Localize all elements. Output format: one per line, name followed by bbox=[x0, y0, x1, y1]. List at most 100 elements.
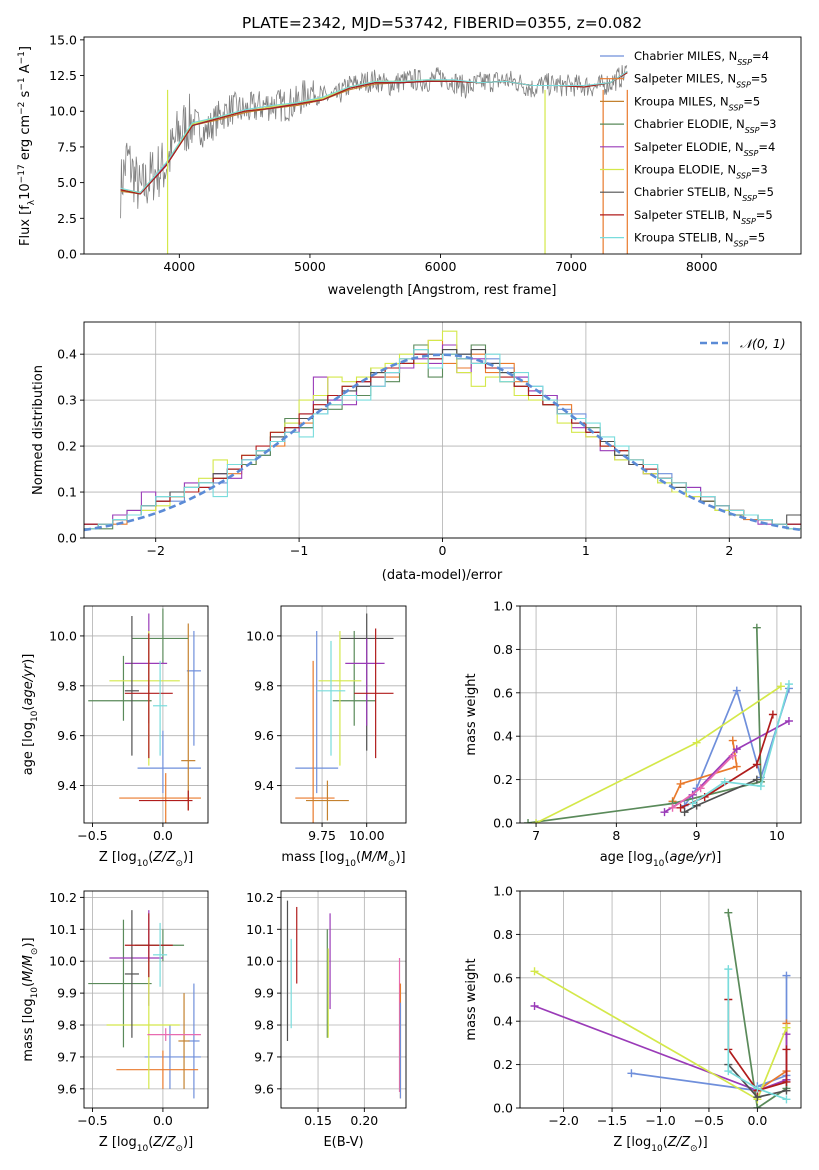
weight-marker bbox=[532, 819, 541, 823]
label-part: Z/Z bbox=[152, 850, 176, 865]
weight-marker bbox=[784, 717, 793, 726]
legend-subscript: SSP bbox=[736, 171, 751, 180]
x-axis-label: (data-model)/error bbox=[382, 568, 503, 583]
weight-marker bbox=[732, 745, 741, 754]
weight-marker bbox=[720, 777, 729, 786]
y-tick-label: 0.2 bbox=[493, 772, 513, 787]
label-part: ⊙ bbox=[690, 1144, 698, 1154]
legend-text: Salpeter STELIB, N bbox=[634, 208, 741, 222]
label-part: −2 bbox=[17, 102, 27, 115]
weight-marker bbox=[692, 801, 701, 810]
label-part: ( bbox=[148, 850, 153, 865]
y-tick-label: 0.0 bbox=[493, 1101, 513, 1116]
legend-subscript: SSP bbox=[742, 194, 757, 203]
y-tick-label: 15.0 bbox=[49, 32, 77, 47]
label-part: Flux [f bbox=[18, 205, 33, 246]
weight-series-4 bbox=[535, 685, 782, 823]
weight-marker bbox=[660, 808, 669, 817]
y-tick-label: 10.0 bbox=[49, 104, 77, 119]
y-tick-label: 0.0 bbox=[493, 816, 513, 831]
legend-text: =3 bbox=[760, 117, 777, 131]
x-axis-label: Z [log10(Z/Z⊙)] bbox=[613, 1135, 707, 1154]
y-tick-label: 9.8 bbox=[57, 678, 77, 693]
legend-text: =4 bbox=[758, 140, 775, 154]
x-tick-label: 4000 bbox=[163, 259, 195, 274]
y-tick-label: 0.4 bbox=[493, 1014, 513, 1029]
legend-text: Chabrier MILES, N bbox=[634, 49, 737, 63]
legend-text: =5 bbox=[756, 208, 773, 222]
figure-title: PLATE=2342, MJD=53742, FIBERID=0355, z=0… bbox=[242, 14, 642, 32]
axes-frame bbox=[83, 890, 209, 1109]
panel-mass-vs-reddening: 0.15 0.20 9.6 9.7 9.8 9.9 10.0 10.1 10.2 E(B-V) bbox=[246, 890, 407, 1150]
y-tick-label: 9.4 bbox=[254, 778, 274, 793]
legend-text: Chabrier ELODIE, N bbox=[634, 117, 745, 131]
y-tick-label: 9.9 bbox=[254, 986, 274, 1001]
x-tick-label: 9.75 bbox=[308, 828, 336, 843]
model-spectrum-6 bbox=[120, 72, 628, 195]
label-part: mass [log bbox=[281, 850, 344, 865]
x-tick-label: −2 bbox=[146, 543, 164, 558]
label-part: ( bbox=[148, 1135, 153, 1150]
axes-frame bbox=[280, 890, 407, 1109]
x-tick-label: 6000 bbox=[425, 259, 457, 274]
legend-text: Salpeter ELODIE, N bbox=[634, 140, 744, 154]
y-tick-label: 9.7 bbox=[254, 1049, 274, 1064]
x-tick-label: 0.0 bbox=[153, 828, 173, 843]
plot-area-mass-weight-vs-age bbox=[524, 623, 793, 823]
weight-marker bbox=[692, 738, 701, 747]
weight-series-7 bbox=[727, 969, 787, 1101]
weight-series-8 bbox=[692, 683, 790, 805]
y-tick-label: 0.8 bbox=[493, 642, 513, 657]
plot-layer: 4000 5000 6000 7000 80000.02.55.07.510.012.5… bbox=[17, 32, 802, 1154]
label-part: 10 bbox=[651, 1144, 663, 1154]
label-part: )] bbox=[21, 654, 36, 664]
weight-marker bbox=[728, 736, 737, 745]
y-axis-label: Normed distribution bbox=[31, 365, 46, 495]
weight-marker bbox=[524, 819, 533, 823]
label-part: age [log bbox=[600, 850, 653, 865]
x-axis-label: Z [log10(Z/Z⊙)] bbox=[99, 850, 193, 869]
weight-marker bbox=[696, 784, 705, 793]
x-tick-label: 0.0 bbox=[153, 1113, 173, 1128]
model-spectrum-5 bbox=[120, 72, 628, 194]
plot-area-age-vs-mass bbox=[295, 613, 394, 823]
y-axis-label: Flux [fλ10−17 erg cm−2 s−1 A−1] bbox=[17, 46, 37, 246]
x-tick-label: −0.5 bbox=[77, 828, 107, 843]
label-part: M/M bbox=[21, 955, 36, 982]
x-axis-label: mass [log10(M/M⊙)] bbox=[281, 850, 405, 869]
label-part: )] bbox=[183, 1135, 193, 1150]
x-tick-label: 10 bbox=[769, 828, 785, 843]
model-spectrum-3 bbox=[120, 72, 628, 194]
y-tick-label: 0.8 bbox=[493, 927, 513, 942]
weight-marker bbox=[752, 623, 761, 632]
weight-marker bbox=[668, 803, 677, 812]
label-part: )] bbox=[21, 937, 36, 947]
weight-marker bbox=[782, 1077, 791, 1086]
model-spectrum-0 bbox=[120, 70, 628, 195]
weight-marker bbox=[530, 967, 539, 976]
label-part: )] bbox=[711, 850, 721, 865]
label-part: )] bbox=[183, 850, 193, 865]
weight-marker bbox=[782, 1095, 791, 1104]
y-tick-label: 10.2 bbox=[246, 890, 274, 905]
weight-marker bbox=[782, 1086, 791, 1095]
weight-series-2 bbox=[527, 627, 762, 823]
y-tick-label: 9.4 bbox=[57, 778, 77, 793]
observed-spectrum bbox=[120, 65, 628, 219]
y-tick-label: 0.1 bbox=[57, 485, 77, 500]
weight-series-1 bbox=[671, 740, 738, 802]
x-tick-label: 0.0 bbox=[747, 1113, 767, 1128]
y-tick-label: 10.1 bbox=[246, 922, 274, 937]
axes-frame bbox=[83, 321, 802, 539]
y-tick-label: 9.7 bbox=[57, 1049, 77, 1064]
y-tick-label: 12.5 bbox=[49, 68, 77, 83]
label-part: s bbox=[18, 90, 33, 101]
panel-mass-vs-metallicity: −0.5 0.09.69.79.89.910.010.110.2Z [log10(… bbox=[21, 890, 209, 1154]
legend-entry: Kroupa ELODIE, NSSP=3 bbox=[634, 163, 768, 181]
legend-subscript: SSP bbox=[736, 80, 751, 89]
legend-text: =3 bbox=[751, 163, 768, 177]
y-tick-label: 0.0 bbox=[57, 247, 77, 262]
x-tick-label: 8000 bbox=[686, 259, 718, 274]
y-tick-label: 10.1 bbox=[49, 922, 77, 937]
